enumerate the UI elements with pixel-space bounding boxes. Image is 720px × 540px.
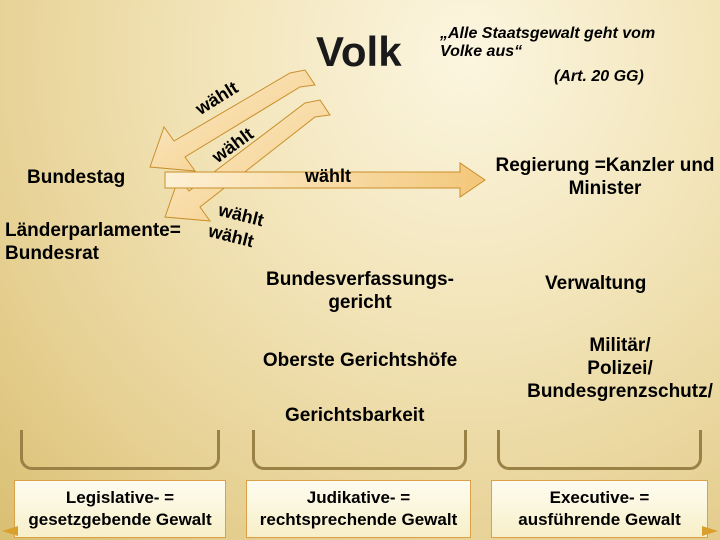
regierung-label: Regierung =Kanzler und Minister (495, 155, 715, 201)
legislative-box: Legislative- = gesetzgebende Gewalt (14, 480, 226, 538)
bvg-text: Bundesverfassungs- gericht (266, 269, 454, 313)
oberste-label: Oberste Gerichtshöfe (255, 350, 465, 373)
bracket-judikative (252, 430, 467, 470)
corner-arrow-right (702, 524, 720, 538)
militaer-label: Militär/ Polizei/ Bundesgrenzschutz/ (520, 335, 720, 403)
quote-citation: (Art. 20 GG) (554, 68, 644, 86)
quote-text: „Alle Staatsgewalt geht vom Volke aus“ (440, 25, 700, 61)
executive-box: Executive- = ausführende Gewalt (491, 480, 708, 538)
bvg-label: Bundesverfassungs- gericht (255, 269, 465, 315)
verwaltung-label: Verwaltung (545, 273, 646, 296)
bundestag-label: Bundestag (27, 167, 125, 190)
militaer-text: Militär/ Polizei/ Bundesgrenzschutz/ (527, 335, 713, 402)
legislative-text: Legislative- = gesetzgebende Gewalt (28, 488, 211, 529)
corner-arrow-left (0, 524, 18, 538)
bracket-executive (497, 430, 702, 470)
judikative-text: Judikative- = rechtsprechende Gewalt (260, 488, 457, 529)
waehlt-3: wählt (305, 166, 351, 187)
executive-text: Executive- = ausführende Gewalt (518, 488, 680, 529)
judikative-box: Judikative- = rechtsprechende Gewalt (246, 480, 471, 538)
gerichtsbarkeit-label: Gerichtsbarkeit (285, 405, 424, 428)
volk-title: Volk (316, 28, 402, 76)
bracket-legislative (20, 430, 220, 470)
